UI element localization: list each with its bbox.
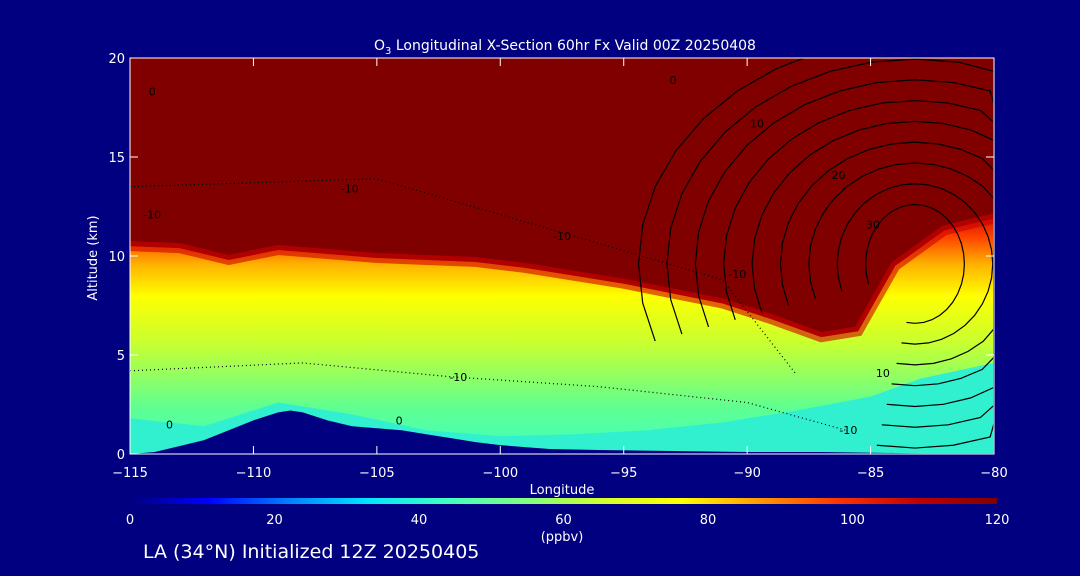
x-tick-label: −90 <box>733 466 760 481</box>
colorbar-units: (ppbv) <box>541 530 584 545</box>
contour-line-solid <box>865 203 965 324</box>
colorbar-ticks: 0 20 40 60 80 100 120 <box>126 513 1010 528</box>
contour-line-solid <box>836 183 994 345</box>
contour-label: -10 <box>553 230 571 243</box>
y-axis-ticks: 0 5 10 15 20 <box>108 52 994 463</box>
contour-line-solid <box>723 99 994 428</box>
y-tick-label: 10 <box>108 250 125 265</box>
contour-label: 0 <box>396 414 403 427</box>
contour-line-solid <box>779 141 994 387</box>
x-axis-label: Longitude <box>530 483 595 498</box>
colorbar <box>130 498 997 504</box>
contour-line-dotted <box>130 362 847 431</box>
x-tick-label: −105 <box>359 466 395 481</box>
contour-label: -10 <box>839 424 857 437</box>
x-tick-label: −95 <box>610 466 637 481</box>
contour-line-dotted <box>130 178 797 376</box>
contour-line-solid <box>808 162 994 366</box>
contour-line-solid <box>637 58 994 454</box>
colorbar-tick-label: 120 <box>985 513 1010 528</box>
colorbar-tick-label: 0 <box>126 513 134 528</box>
colorbar-tick-label: 100 <box>840 513 865 528</box>
plot-area: 0 0 10 20 30 -10 -10 -10 -10 -10 0 0 10 -10 <box>130 58 994 454</box>
ozone-contours <box>130 58 994 454</box>
contour-label: 0 <box>670 74 677 87</box>
stratospheric-ozone-region <box>130 58 994 338</box>
contour-line-solid <box>694 79 994 449</box>
x-axis-ticks: −115 −110 −105 −100 −95 −90 −85 −80 <box>112 58 1008 481</box>
x-tick-label: −110 <box>236 466 272 481</box>
terrain <box>130 410 994 454</box>
x-tick-label: −80 <box>980 466 1007 481</box>
colorbar-tick-label: 40 <box>411 513 428 528</box>
colorbar-tick-label: 20 <box>266 513 283 528</box>
y-tick-label: 5 <box>117 349 125 364</box>
x-tick-label: −115 <box>112 466 148 481</box>
contour-label: 0 <box>149 86 156 99</box>
chart-title: O3 Longitudinal X-Section 60hr Fx Valid … <box>374 38 756 57</box>
colorbar-tick-label: 60 <box>555 513 572 528</box>
contour-label: 30 <box>866 218 880 231</box>
contour-label: 10 <box>876 367 890 380</box>
contour-line-solid <box>751 120 994 408</box>
contour-label: 0 <box>166 418 173 431</box>
contour-label: 20 <box>831 169 845 182</box>
initialization-footer: LA (34°N) Initialized 12Z 20250405 <box>143 541 480 563</box>
tropopause-edge <box>130 213 994 343</box>
contour-labels: 0 0 10 20 30 -10 -10 -10 -10 -10 0 0 10 -10 <box>143 74 890 437</box>
x-tick-label: −85 <box>857 466 884 481</box>
contour-label: -10 <box>728 268 746 281</box>
y-axis-label: Altitude (km) <box>86 215 101 300</box>
contour-label: -10 <box>449 371 467 384</box>
y-tick-label: 0 <box>117 448 125 463</box>
contour-label: 10 <box>750 117 764 130</box>
contour-label: -10 <box>143 208 161 221</box>
y-tick-label: 15 <box>108 151 125 166</box>
y-tick-label: 20 <box>108 52 125 67</box>
contour-line-solid <box>666 58 994 454</box>
contour-label: -10 <box>341 183 359 196</box>
colorbar-tick-label: 80 <box>700 513 717 528</box>
x-tick-label: −100 <box>482 466 518 481</box>
